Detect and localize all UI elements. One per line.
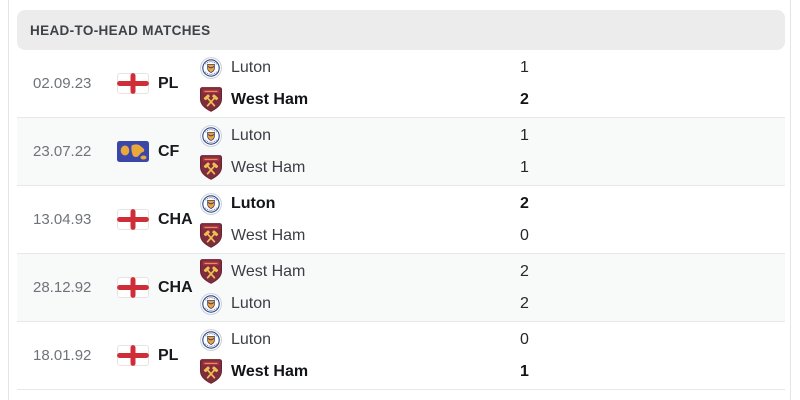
team-row[interactable]: West Ham 1 xyxy=(199,359,785,385)
match-date: 13.04.93 xyxy=(33,211,92,228)
match-date: 18.01.92 xyxy=(33,347,92,364)
team-score: 1 xyxy=(520,158,529,176)
competition: CHA xyxy=(117,277,199,298)
team-row[interactable]: West Ham 1 xyxy=(199,155,785,181)
team-crest-icon xyxy=(199,223,223,249)
competition-code: CHA xyxy=(158,210,193,228)
match-teams: Luton 1 xyxy=(199,123,785,181)
match-row[interactable]: 28.12.92 CHA xyxy=(17,254,785,322)
competition-flag-icon xyxy=(117,73,149,94)
team-crest-icon xyxy=(199,155,223,181)
match-row[interactable]: 18.01.92 PL xyxy=(17,322,785,390)
team-crest-icon xyxy=(199,55,223,81)
team-crest-icon xyxy=(199,191,223,217)
team-row[interactable]: West Ham 0 xyxy=(199,223,785,249)
team-crest-icon xyxy=(199,291,223,317)
match-teams: Luton 0 xyxy=(199,327,785,385)
team-score: 0 xyxy=(520,330,529,348)
competition-code: PL xyxy=(158,74,179,92)
competition-flag-icon xyxy=(117,141,149,162)
competition-flag-icon xyxy=(117,209,149,230)
section-header: HEAD-TO-HEAD MATCHES xyxy=(17,10,785,50)
team-name: Luton xyxy=(231,194,276,212)
h2h-match-list: 02.09.23 PL xyxy=(17,50,785,390)
team-crest-icon xyxy=(199,259,223,285)
team-score: 2 xyxy=(520,194,529,212)
team-name: West Ham xyxy=(231,362,309,380)
match-row[interactable]: 02.09.23 PL xyxy=(17,50,785,118)
team-score: 2 xyxy=(520,90,529,108)
team-score: 1 xyxy=(520,58,529,76)
team-score: 2 xyxy=(520,262,529,280)
competition: CHA xyxy=(117,209,199,230)
team-crest-icon xyxy=(199,327,223,353)
team-name: Luton xyxy=(231,294,272,312)
page-right-border xyxy=(790,0,791,400)
team-score: 2 xyxy=(520,294,529,312)
team-name: West Ham xyxy=(231,90,309,108)
competition: CF xyxy=(117,141,199,162)
match-teams: Luton 2 xyxy=(199,191,785,249)
competition: PL xyxy=(117,345,199,366)
team-row[interactable]: Luton 2 xyxy=(199,191,785,217)
team-row[interactable]: Luton 1 xyxy=(199,55,785,81)
match-teams: West Ham 2 xyxy=(199,259,785,317)
competition-flag-icon xyxy=(117,277,149,298)
competition-code: CF xyxy=(158,142,180,160)
section-header-title: HEAD-TO-HEAD MATCHES xyxy=(30,22,211,38)
match-date: 28.12.92 xyxy=(33,279,92,296)
team-row[interactable]: Luton 0 xyxy=(199,327,785,353)
team-score: 1 xyxy=(520,126,529,144)
team-name: Luton xyxy=(231,330,272,348)
team-crest-icon xyxy=(199,123,223,149)
team-name: West Ham xyxy=(231,262,306,280)
team-crest-icon xyxy=(199,87,223,113)
match-row[interactable]: 13.04.93 CHA xyxy=(17,186,785,254)
page-left-border xyxy=(8,0,9,400)
match-date: 02.09.23 xyxy=(33,75,92,92)
team-name: Luton xyxy=(231,126,272,144)
team-name: Luton xyxy=(231,58,272,76)
team-row[interactable]: Luton 2 xyxy=(199,291,785,317)
match-teams: Luton 1 xyxy=(199,55,785,113)
match-date: 23.07.22 xyxy=(33,143,92,160)
team-row[interactable]: Luton 1 xyxy=(199,123,785,149)
competition-flag-icon xyxy=(117,345,149,366)
team-row[interactable]: West Ham 2 xyxy=(199,87,785,113)
team-score: 1 xyxy=(520,362,529,380)
team-score: 0 xyxy=(520,226,529,244)
competition: PL xyxy=(117,73,199,94)
team-name: West Ham xyxy=(231,158,306,176)
match-row[interactable]: 23.07.22 CF xyxy=(17,118,785,186)
team-name: West Ham xyxy=(231,226,306,244)
competition-code: CHA xyxy=(158,278,193,296)
competition-code: PL xyxy=(158,346,179,364)
team-row[interactable]: West Ham 2 xyxy=(199,259,785,285)
team-crest-icon xyxy=(199,359,223,385)
